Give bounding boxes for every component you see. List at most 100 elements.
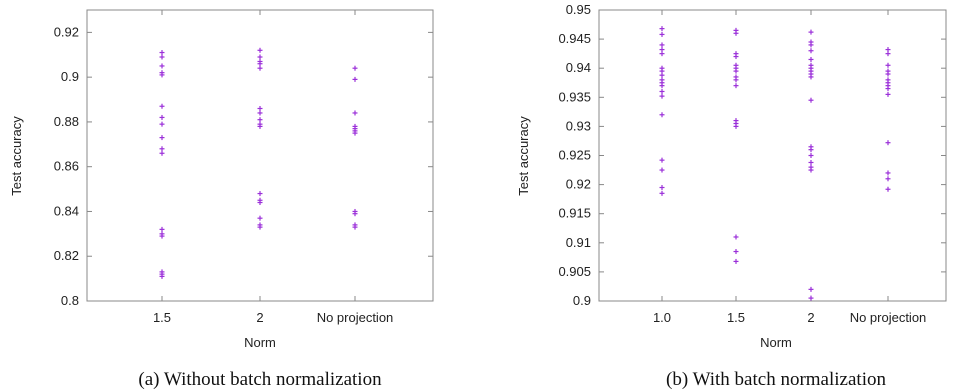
data-point: [733, 54, 739, 60]
x-axis-b: 1.0 1.5 2 No projection: [653, 10, 926, 325]
x-tick-label: 2: [256, 310, 263, 325]
data-point: [159, 63, 165, 69]
data-point: [659, 185, 665, 191]
y-tick-label: 0.86: [54, 159, 79, 174]
data-point: [159, 54, 165, 60]
y-tick-label: 0.915: [558, 206, 591, 221]
points-b: [659, 26, 891, 301]
data-point: [352, 110, 358, 116]
data-point: [808, 48, 814, 54]
data-point: [257, 191, 263, 197]
data-point: [659, 72, 665, 78]
data-point: [352, 76, 358, 82]
data-point: [352, 224, 358, 230]
data-point: [733, 68, 739, 74]
y-axis-b: 0.9 0.905 0.91 0.915 0.92 0.925 0.93 0.935 0.94 0…: [558, 2, 946, 308]
data-point: [257, 200, 263, 206]
data-point: [659, 83, 665, 89]
data-point: [885, 140, 891, 146]
y-tick-label: 0.9: [61, 69, 79, 84]
data-point: [257, 224, 263, 230]
y-tick-label: 0.945: [558, 31, 591, 46]
data-point: [659, 26, 665, 32]
data-point: [159, 121, 165, 127]
y-tick-label: 0.92: [566, 177, 591, 192]
data-point: [808, 167, 814, 173]
data-point: [159, 72, 165, 78]
y-tick-label: 0.905: [558, 264, 591, 279]
data-point: [159, 135, 165, 141]
y-tick-label: 0.925: [558, 148, 591, 163]
x-tick-label: 1.5: [153, 310, 171, 325]
y-tick-label: 0.92: [54, 24, 79, 39]
data-point: [352, 130, 358, 136]
y-tick-label: 0.9: [573, 293, 591, 308]
data-point: [257, 65, 263, 71]
data-point: [257, 54, 263, 60]
data-point: [885, 186, 891, 192]
caption-b: (b) With batch normalization: [666, 369, 886, 390]
data-point: [808, 29, 814, 35]
y-axis-label-b: Test accuracy: [516, 116, 531, 196]
x-tick-label: 1.5: [727, 310, 745, 325]
data-point: [159, 103, 165, 109]
data-point: [257, 61, 263, 67]
data-point: [159, 226, 165, 232]
y-tick-label: 0.8: [61, 293, 79, 308]
y-tick-label: 0.91: [566, 235, 591, 250]
data-point: [808, 56, 814, 62]
data-point: [885, 62, 891, 68]
data-point: [659, 167, 665, 173]
data-point: [257, 110, 263, 116]
data-point: [659, 157, 665, 163]
y-axis-a: 0.8 0.82 0.84 0.86 0.88 0.9 0.92: [54, 24, 433, 308]
panel-b: 0.9 0.905 0.91 0.915 0.92 0.925 0.93 0.935 0.94 0…: [516, 2, 947, 390]
data-point: [885, 91, 891, 97]
plot-frame-a: [86, 9, 434, 302]
data-point: [159, 150, 165, 156]
data-point: [808, 42, 814, 48]
plot-frame-b: [598, 9, 947, 302]
data-point: [257, 105, 263, 111]
data-point: [257, 215, 263, 221]
data-point: [885, 71, 891, 77]
data-point: [257, 47, 263, 53]
y-tick-label: 0.88: [54, 114, 79, 129]
data-point: [659, 190, 665, 196]
y-tick-label: 0.93: [566, 118, 591, 133]
x-axis-label-a: Norm: [244, 335, 276, 350]
data-point: [733, 258, 739, 264]
y-tick-label: 0.84: [54, 203, 79, 218]
data-point: [659, 51, 665, 57]
y-tick-label: 0.82: [54, 248, 79, 263]
data-point: [659, 112, 665, 118]
y-tick-label: 0.94: [566, 60, 591, 75]
data-point: [659, 31, 665, 37]
x-tick-label: No projection: [317, 310, 394, 325]
data-point: [733, 30, 739, 36]
y-tick-label: 0.935: [558, 89, 591, 104]
data-point: [733, 83, 739, 89]
data-point: [885, 176, 891, 182]
data-point: [159, 273, 165, 279]
data-point: [808, 153, 814, 158]
data-point: [808, 295, 814, 301]
x-tick-label: 2: [807, 310, 814, 325]
data-point: [885, 51, 891, 57]
data-point: [808, 97, 814, 103]
panel-a: 0.8 0.82 0.84 0.86 0.88 0.9 0.92 1.5 2 No projec…: [9, 9, 434, 390]
data-point: [659, 93, 665, 99]
data-point: [159, 146, 165, 152]
data-point: [257, 117, 263, 123]
data-point: [885, 170, 891, 176]
data-point: [808, 159, 814, 165]
data-point: [733, 249, 739, 255]
data-point: [733, 234, 739, 240]
data-point: [885, 86, 891, 92]
data-point: [733, 77, 739, 83]
data-point: [159, 50, 165, 56]
caption-a: (a) Without batch normalization: [138, 369, 382, 390]
y-tick-label: 0.95: [566, 2, 591, 17]
points-a: [159, 47, 358, 279]
